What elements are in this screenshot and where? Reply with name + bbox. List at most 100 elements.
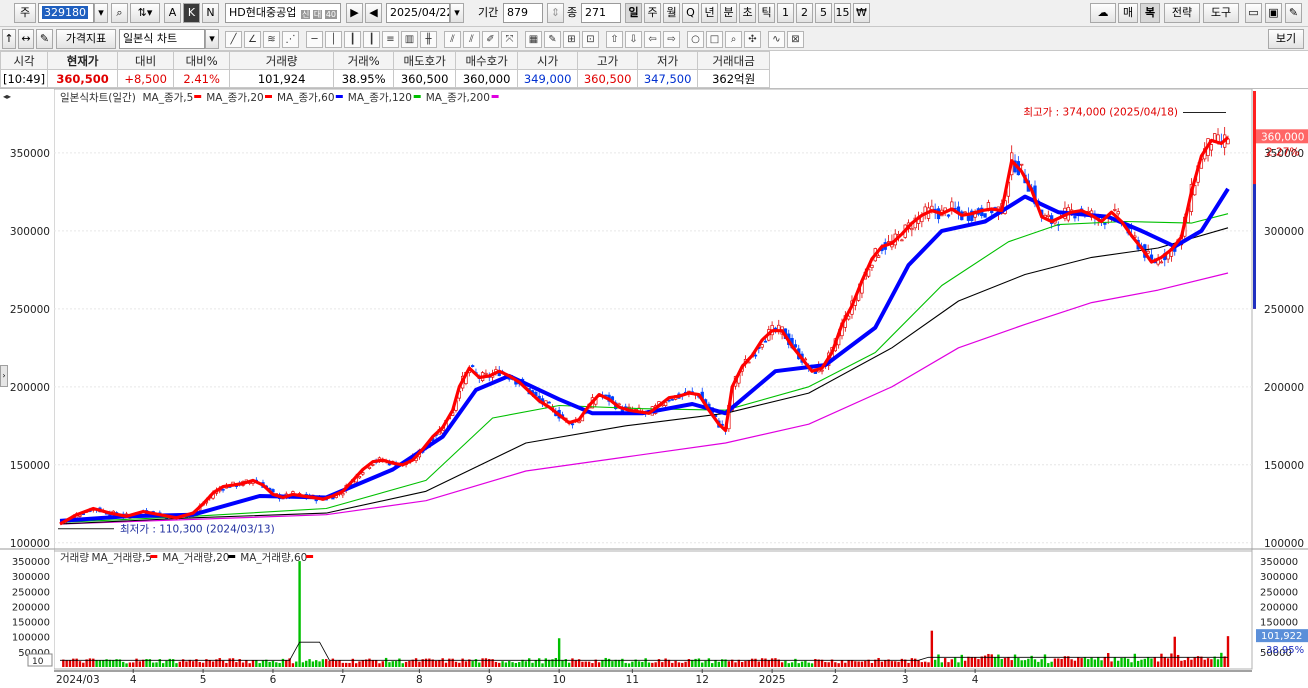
erase-tool-icon[interactable]: ⤧ (501, 31, 518, 48)
save-icon[interactable]: ▣ (1265, 3, 1282, 23)
folder-icon[interactable]: ▭ (1245, 3, 1262, 23)
price-range-bar-blue (1253, 184, 1256, 309)
volume-tick-left: 250000 (12, 587, 50, 598)
volume-bar (1007, 656, 1010, 667)
vlines2-tool-icon[interactable]: ┃ (363, 31, 380, 48)
candle-body (900, 239, 904, 242)
price-pane (53, 89, 1253, 552)
clear-tool-icon[interactable]: ⊠ (787, 31, 804, 48)
timeframe-button-0[interactable]: 일 (625, 3, 642, 23)
button-k[interactable]: K (183, 3, 200, 23)
candle-body (876, 255, 881, 258)
stock-code-input[interactable]: 329180 (38, 3, 94, 23)
pen-tool-icon[interactable]: ✐ (482, 31, 499, 48)
button-n[interactable]: N (202, 3, 219, 23)
period-input[interactable]: 879 (503, 3, 543, 23)
volume-bar (171, 659, 175, 667)
play-back-icon[interactable]: ◀ (365, 3, 382, 23)
frame-tool-icon[interactable]: ⊡ (582, 31, 599, 48)
candle-body (1209, 144, 1214, 151)
chart-area[interactable]: 350000 350000 300000 300000 250000 250000 2000… (0, 89, 1308, 688)
spin-icon[interactable]: ⇕ (547, 3, 564, 23)
box-tool-icon[interactable]: ⊞ (563, 31, 580, 48)
view-button[interactable]: 보기 (1268, 29, 1304, 49)
rect-tool-icon[interactable]: □ (706, 31, 723, 48)
edit-icon[interactable]: ✎ (36, 29, 53, 49)
fib-tool-icon[interactable]: ╫ (420, 31, 437, 48)
side-panel-toggle-icon[interactable]: › (0, 365, 8, 387)
copy-button[interactable]: 복 (1140, 3, 1160, 23)
vlines-tool-icon[interactable]: ┃ (344, 31, 361, 48)
timeframe-button-11[interactable]: 15 (834, 3, 851, 23)
volume-bar (537, 658, 541, 667)
shift-down-tool-icon[interactable]: ⇩ (625, 31, 642, 48)
grid-tool-icon[interactable]: ▥ (401, 31, 418, 48)
strategy-button[interactable]: 전략 (1164, 3, 1200, 23)
shift-left-tool-icon[interactable]: ⇦ (644, 31, 661, 48)
market-selector[interactable]: 주 (14, 3, 36, 23)
volume-bar (574, 660, 577, 667)
volume-bar (644, 658, 647, 667)
expand-icon[interactable]: ↔ (18, 29, 34, 49)
cloud-icon[interactable]: ☁ (1090, 3, 1116, 23)
play-forward-icon[interactable]: ▶ (346, 3, 363, 23)
volume-unit-label: 10 (32, 657, 44, 667)
volume-bar (311, 661, 315, 667)
volume-bar (957, 662, 960, 667)
color-tool-icon[interactable]: ▦ (525, 31, 542, 48)
count-input[interactable]: 271 (581, 3, 621, 23)
volume-bar (85, 659, 88, 667)
channel-tool-icon[interactable]: ⋰ (282, 31, 299, 48)
hlines-tool-icon[interactable]: ≡ (382, 31, 399, 48)
timeframe-button-6[interactable]: 초 (739, 3, 756, 23)
zoom-tool-icon[interactable]: ⌕ (725, 31, 742, 48)
volume-bar (967, 656, 970, 667)
volume-bar (1067, 656, 1070, 667)
settings-icon[interactable]: ✎ (1285, 3, 1302, 23)
sort-icon[interactable]: ⇅▾ (130, 3, 160, 23)
timeframe-button-10[interactable]: 5 (815, 3, 832, 23)
volume-bar (687, 659, 691, 667)
timeframe-button-2[interactable]: 월 (663, 3, 680, 23)
volume-bar (1223, 656, 1226, 667)
chart-type-dropdown-icon[interactable]: ▾ (205, 29, 219, 49)
fan-tool-icon[interactable]: ≋ (263, 31, 280, 48)
circle-tool-icon[interactable]: ○ (687, 31, 704, 48)
edit-tool-icon[interactable]: ✎ (544, 31, 561, 48)
button-a[interactable]: A (164, 3, 181, 23)
stock-name-field[interactable]: HD현대중공업 신 대 40 (225, 3, 341, 23)
shift-up-tool-icon[interactable]: ⇧ (606, 31, 623, 48)
buy-button[interactable]: 매 (1118, 3, 1138, 23)
vline-tool-icon[interactable]: │ (325, 31, 342, 48)
timeframe-button-4[interactable]: 년 (701, 3, 718, 23)
tools-button[interactable]: 도구 (1203, 3, 1239, 23)
hline-tool-icon[interactable]: ─ (306, 31, 323, 48)
timeframe-button-7[interactable]: 틱 (758, 3, 775, 23)
code-dropdown-icon[interactable]: ▾ (94, 3, 108, 23)
line-tool-icon[interactable]: ╱ (225, 31, 242, 48)
chart-type-select[interactable]: 일본식 차트 (119, 29, 205, 49)
up-arrow-icon[interactable]: ↑ (2, 29, 16, 49)
quote-high: 360,500 (577, 69, 639, 88)
timeframe-button-3[interactable]: Q (682, 3, 699, 23)
parallel2-tool-icon[interactable]: ⫽ (463, 31, 480, 48)
timeframe-button-8[interactable]: 1 (777, 3, 794, 23)
timeframe-button-9[interactable]: 2 (796, 3, 813, 23)
search-icon[interactable]: ⌕ (111, 3, 128, 23)
volume-bar (787, 663, 790, 667)
angle-tool-icon[interactable]: ∠ (244, 31, 261, 48)
volume-bar (268, 661, 271, 667)
date-dropdown-icon[interactable]: ▾ (450, 3, 464, 23)
indicator-button[interactable]: 가격지표 (56, 29, 116, 49)
timeframe-button-12[interactable]: ₩ (853, 3, 870, 23)
timeframe-button-1[interactable]: 주 (644, 3, 661, 23)
date-input[interactable]: 2025/04/22 (386, 3, 450, 23)
wave-tool-icon[interactable]: ∿ (768, 31, 785, 48)
shift-right-tool-icon[interactable]: ⇨ (663, 31, 680, 48)
volume-bar (145, 659, 148, 667)
star-tool-icon[interactable]: ✣ (744, 31, 761, 48)
parallel-tool-icon[interactable]: ⫽ (444, 31, 461, 48)
volume-bar (231, 658, 235, 667)
timeframe-button-5[interactable]: 분 (720, 3, 737, 23)
